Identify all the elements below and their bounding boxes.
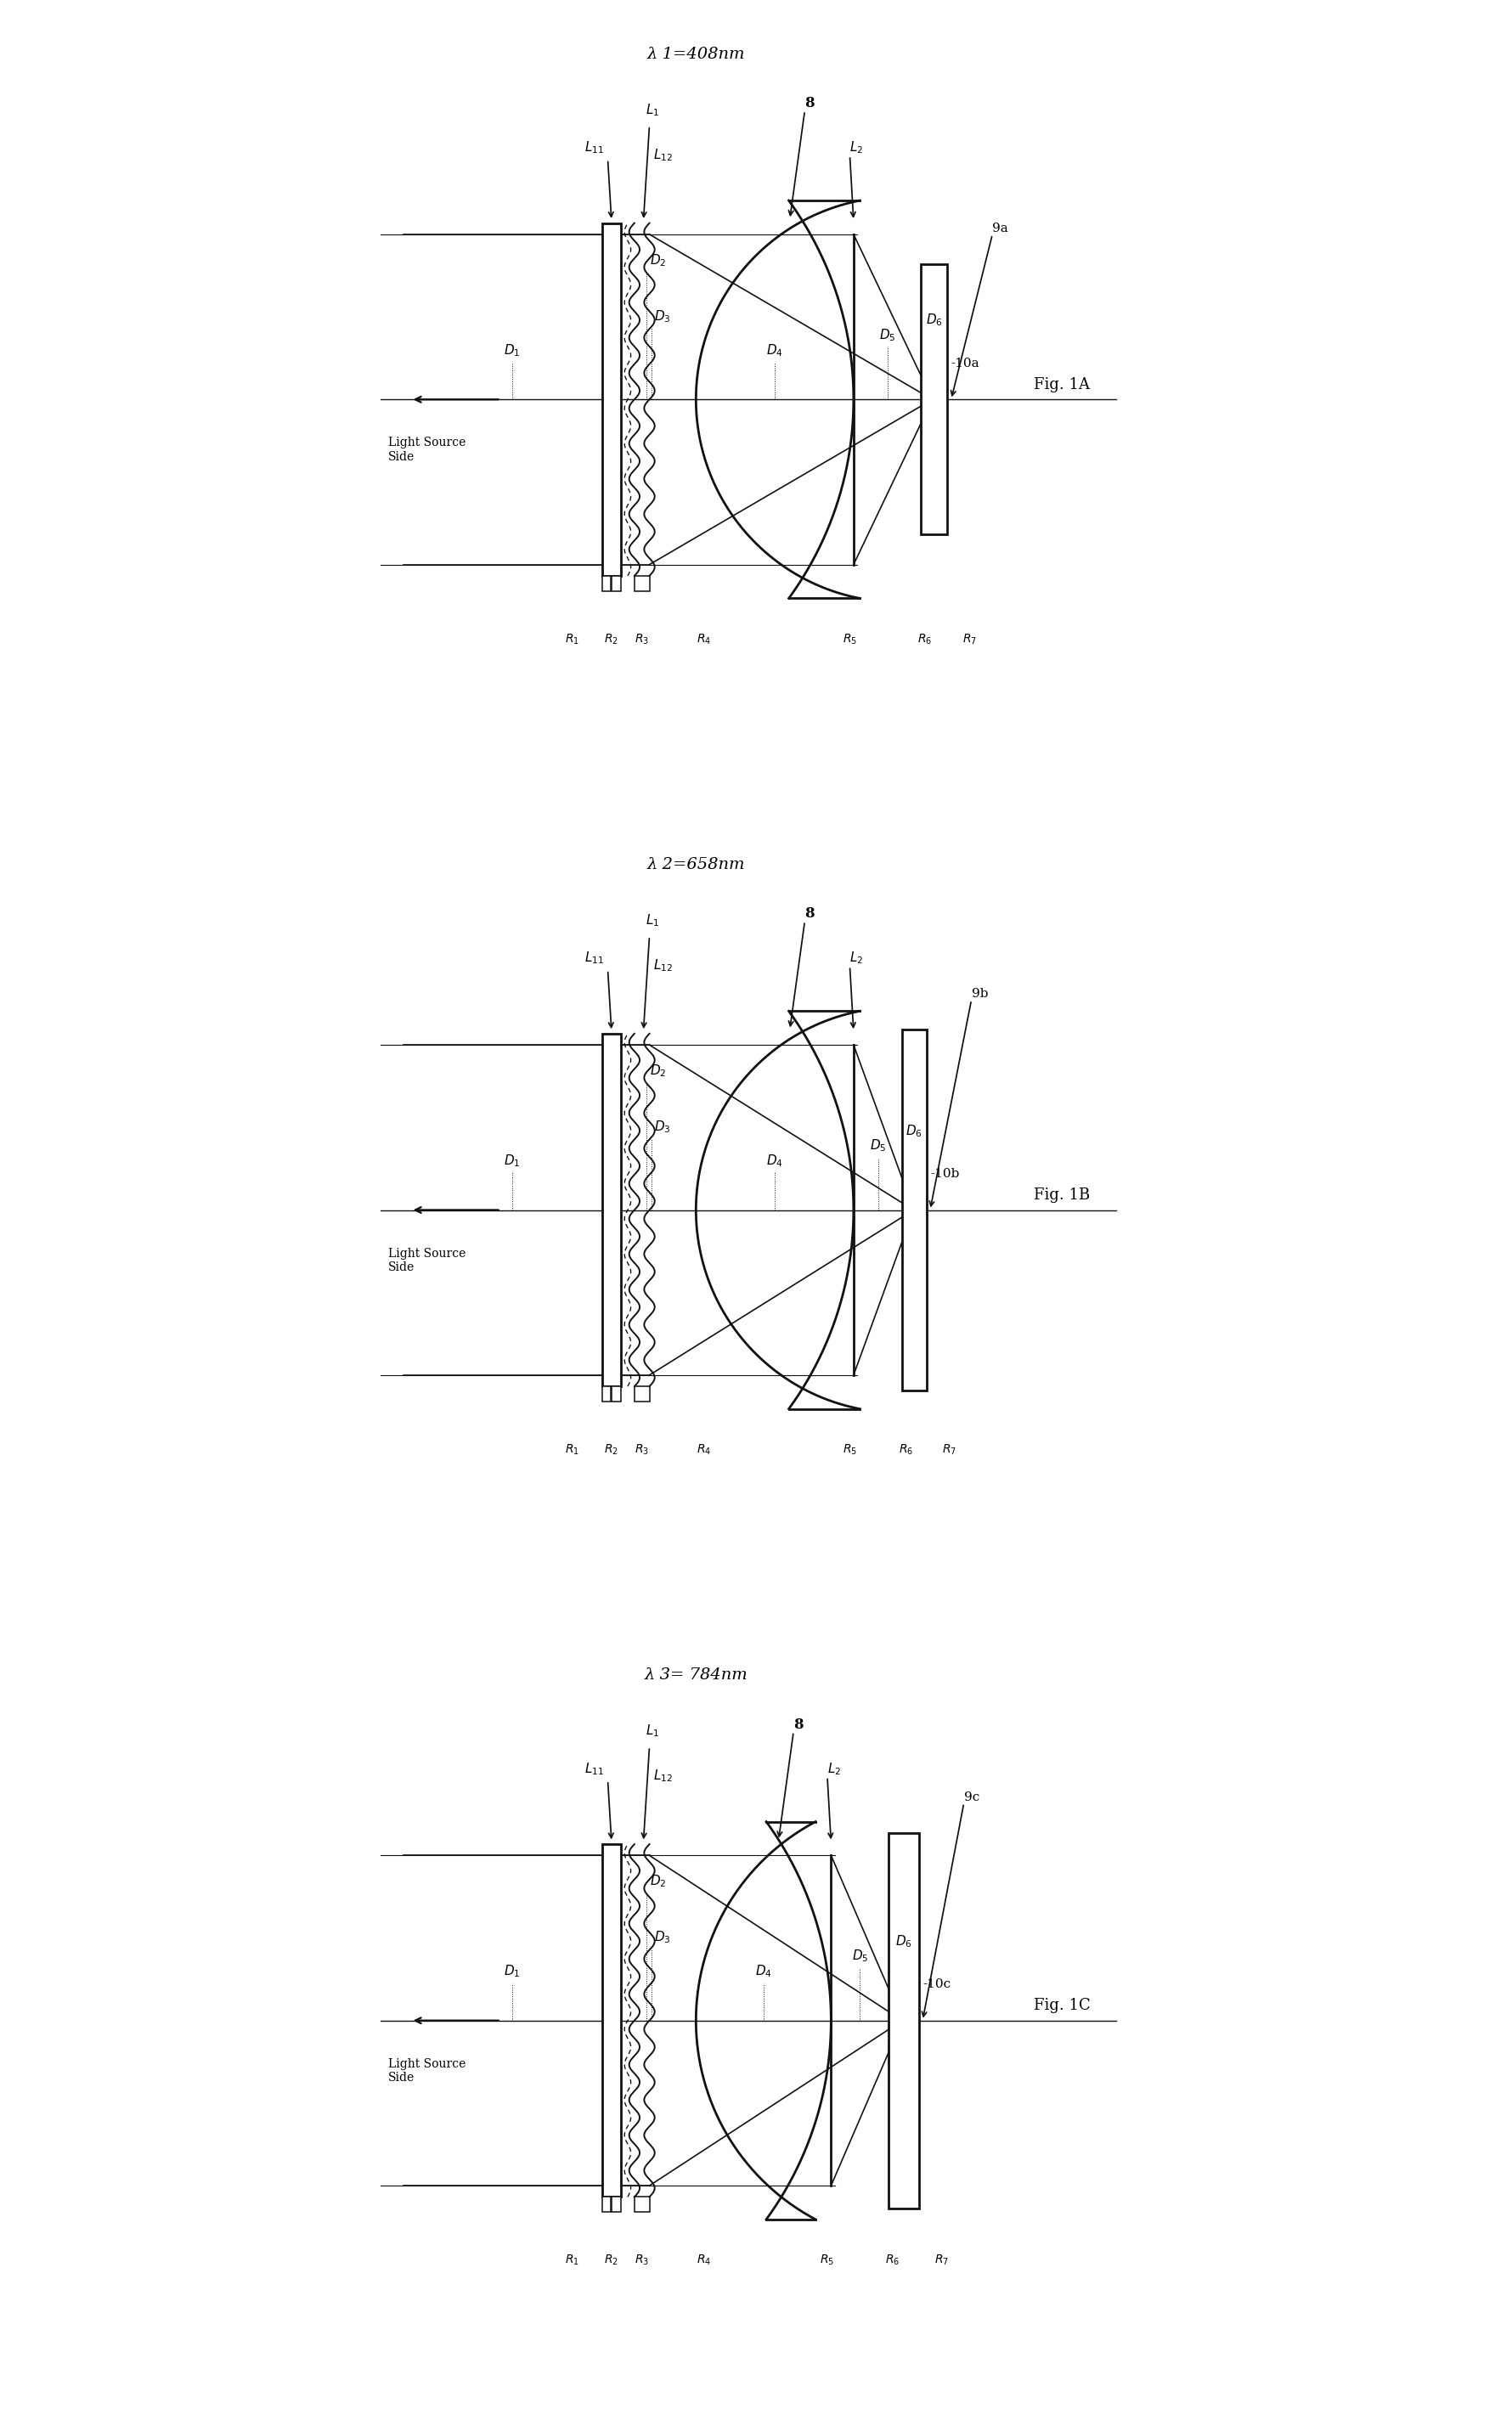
Text: $R_2$: $R_2$ [605,632,618,646]
Text: $R_7$: $R_7$ [934,2253,948,2268]
Text: $R_7$: $R_7$ [942,1442,956,1457]
Text: $L_1$: $L_1$ [646,102,659,119]
Bar [602,576,611,590]
Text: $R_2$: $R_2$ [605,1442,618,1457]
Text: Light Source
Side: Light Source Side [389,2057,466,2084]
Bar [635,576,650,590]
Text: $R_5$: $R_5$ [842,632,857,646]
Text: -10b: -10b [930,1169,959,1181]
Text: $D_6$: $D_6$ [925,312,942,329]
Text: $L_{12}$: $L_{12}$ [653,958,673,973]
Text: λ 3= 784nm: λ 3= 784nm [644,1667,747,1682]
Text: $R_7$: $R_7$ [963,632,977,646]
Text: 9b: 9b [971,987,987,999]
Text: Fig. 1A: Fig. 1A [1034,378,1090,392]
Text: $D_2$: $D_2$ [650,1062,667,1079]
Text: λ 1=408nm: λ 1=408nm [647,46,745,63]
Text: $R_1$: $R_1$ [565,2253,579,2268]
Text: 8: 8 [804,908,815,922]
Text: $D_5$: $D_5$ [878,327,895,344]
Text: $D_1$: $D_1$ [503,341,520,358]
Text: -10c: -10c [922,1980,951,1992]
Text: $D_4$: $D_4$ [767,341,783,358]
Bar [921,264,948,535]
Text: $D_2$: $D_2$ [650,252,667,269]
Text: $D_3$: $D_3$ [653,307,671,324]
Text: $D_5$: $D_5$ [851,1948,868,1965]
Text: $D_4$: $D_4$ [767,1152,783,1169]
Text: $D_3$: $D_3$ [653,1118,671,1135]
Text: $R_4$: $R_4$ [696,1442,711,1457]
Text: $D_2$: $D_2$ [650,1873,667,1890]
Bar [602,1844,621,2197]
Bar [612,2197,621,2212]
Text: λ 2=658nm: λ 2=658nm [647,857,745,874]
Text: 9a: 9a [992,223,1009,235]
Text: $L_2$: $L_2$ [850,140,863,155]
Text: 8: 8 [794,1718,803,1733]
Text: $R_3$: $R_3$ [635,1442,649,1457]
Text: $R_5$: $R_5$ [842,1442,857,1457]
Bar [602,1387,611,1401]
Text: Fig. 1B: Fig. 1B [1034,1188,1090,1203]
Text: $L_{12}$: $L_{12}$ [653,1769,673,1784]
Text: -10a: -10a [951,358,980,370]
Bar [889,1832,919,2207]
Bar [602,2197,611,2212]
Bar [903,1031,927,1389]
Text: Light Source
Side: Light Source Side [389,438,466,462]
Text: $R_5$: $R_5$ [820,2253,835,2268]
Text: $D_1$: $D_1$ [503,1963,520,1980]
Text: $D_1$: $D_1$ [503,1152,520,1169]
Text: 9c: 9c [963,1791,980,1803]
Text: $R_6$: $R_6$ [918,632,931,646]
Text: Light Source
Side: Light Source Side [389,1249,466,1273]
Text: $D_3$: $D_3$ [653,1929,671,1946]
Text: $R_3$: $R_3$ [635,2253,649,2268]
Text: 8: 8 [804,97,815,111]
Bar [612,1387,621,1401]
Text: $R_3$: $R_3$ [635,632,649,646]
Text: $L_1$: $L_1$ [646,1723,659,1740]
Text: $R_4$: $R_4$ [696,632,711,646]
Text: $L_{11}$: $L_{11}$ [585,140,603,155]
Text: $L_2$: $L_2$ [827,1762,841,1776]
Text: $R_6$: $R_6$ [886,2253,900,2268]
Text: $R_1$: $R_1$ [565,632,579,646]
Text: $L_2$: $L_2$ [850,951,863,966]
Text: $L_1$: $L_1$ [646,912,659,929]
Text: $D_6$: $D_6$ [895,1934,912,1948]
Bar [602,223,621,576]
Bar [635,1387,650,1401]
Text: $R_2$: $R_2$ [605,2253,618,2268]
Text: $D_6$: $D_6$ [906,1123,922,1140]
Text: $L_{11}$: $L_{11}$ [585,951,603,966]
Text: $R_6$: $R_6$ [898,1442,913,1457]
Text: $D_5$: $D_5$ [869,1137,886,1154]
Bar [635,2197,650,2212]
Text: Fig. 1C: Fig. 1C [1034,1999,1090,2013]
Text: $D_4$: $D_4$ [754,1963,773,1980]
Bar [602,1033,621,1387]
Text: $R_4$: $R_4$ [696,2253,711,2268]
Text: $L_{12}$: $L_{12}$ [653,148,673,162]
Text: $L_{11}$: $L_{11}$ [585,1762,603,1776]
Text: $R_1$: $R_1$ [565,1442,579,1457]
Bar [612,576,621,590]
